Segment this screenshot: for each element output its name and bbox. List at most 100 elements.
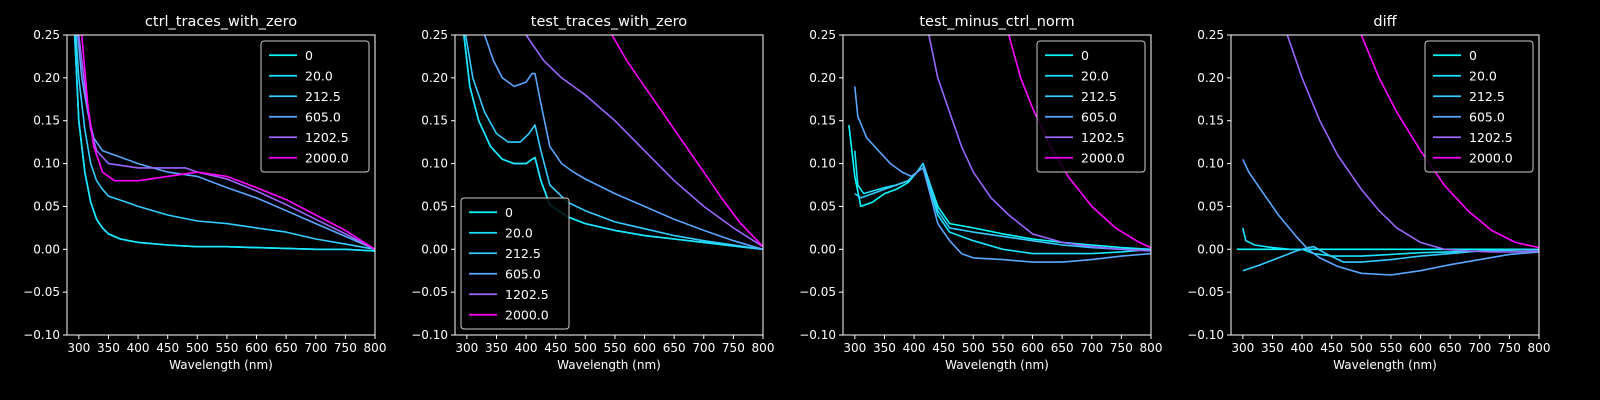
legend-label: 1202.5 (305, 130, 349, 145)
y-tick-label: 0.00 (809, 242, 836, 256)
x-tick-label: 750 (334, 341, 357, 355)
x-tick-label: 550 (215, 341, 238, 355)
axes-frame (454, 34, 764, 336)
y-tick-label: 0.20 (809, 71, 836, 85)
x-tick-label: 700 (1080, 341, 1103, 355)
x-tick-label: 700 (692, 341, 715, 355)
y-tick-label: 0.20 (1197, 71, 1224, 85)
y-tick-label: 0.20 (33, 71, 60, 85)
series-line-605.0 (483, 35, 763, 251)
x-tick-label: 400 (1291, 341, 1314, 355)
legend: 0 20.0 212.5 605.0 1202.5 2000.0 (1036, 40, 1146, 173)
legend-label: 212.5 (505, 246, 541, 261)
x-tick-label: 400 (903, 341, 926, 355)
x-tick-label: 750 (1110, 341, 1133, 355)
x-tick-label: 600 (1021, 341, 1044, 355)
x-tick-label: 300 (1231, 341, 1254, 355)
series-line-2000.0 (1360, 35, 1539, 249)
x-tick-label: 800 (1528, 341, 1551, 355)
x-tick-label: 500 (574, 341, 597, 355)
x-tick-label: 650 (275, 341, 298, 355)
series-line-212.5 (464, 35, 763, 251)
x-tick-label: 350 (1261, 341, 1284, 355)
y-tick-label: 0.10 (421, 157, 448, 171)
x-tick-label: 600 (633, 341, 656, 355)
legend-label: 605.0 (1469, 109, 1505, 124)
legend-label: 0 (505, 205, 513, 220)
legend-box (260, 40, 370, 173)
y-tick-label: 0.15 (421, 114, 448, 128)
chart-title: test_traces_with_zero (531, 14, 688, 30)
chart-title: diff (1373, 14, 1397, 30)
legend-label: 1202.5 (505, 287, 549, 302)
x-axis-label: Wavelength (nm) (169, 358, 273, 372)
y-tick-label: 0.05 (809, 199, 836, 213)
chart-title: ctrl_traces_with_zero (145, 14, 297, 30)
legend-label: 20.0 (1081, 68, 1109, 83)
x-tick-label: 550 (991, 341, 1014, 355)
legend-box (1424, 40, 1534, 173)
legend-label: 2000.0 (505, 307, 549, 322)
x-tick-label: 300 (67, 341, 90, 355)
legend: 0 20.0 212.5 605.0 1202.5 2000.0 (260, 40, 370, 173)
series-line-20.0 (73, 35, 375, 252)
axes-frame (842, 34, 1152, 336)
x-tick-label: 300 (455, 341, 478, 355)
x-tick-label: 650 (1051, 341, 1074, 355)
x-axis-label: Wavelength (nm) (557, 358, 661, 372)
x-axis-label: Wavelength (nm) (1333, 358, 1437, 372)
series-line-605.0 (854, 86, 1151, 263)
y-tick-label: 0.20 (421, 71, 448, 85)
series-line-605.0 (1242, 158, 1539, 276)
axes-frame (1230, 34, 1540, 336)
legend-label: 1202.5 (1469, 130, 1513, 145)
y-tick-label: −0.05 (799, 285, 836, 299)
series-line-20.0 (854, 150, 1151, 255)
y-tick-label: 0.05 (421, 199, 448, 213)
series-line-2000.0 (81, 35, 375, 250)
x-tick-label: 700 (304, 341, 327, 355)
legend-label: 2000.0 (305, 150, 349, 165)
series-line-2000.0 (611, 35, 763, 248)
y-tick-label: 0.25 (33, 28, 60, 42)
x-tick-label: 350 (97, 341, 120, 355)
y-tick-label: 0.00 (33, 242, 60, 256)
y-tick-label: 0.15 (1197, 114, 1224, 128)
series-line-1202.5 (525, 35, 763, 248)
y-tick-label: 0.00 (421, 242, 448, 256)
legend-box (1036, 40, 1146, 173)
y-tick-label: 0.15 (33, 114, 60, 128)
y-tick-label: 0.00 (1197, 242, 1224, 256)
y-tick-label: 0.10 (33, 157, 60, 171)
x-tick-label: 750 (722, 341, 745, 355)
series-group (463, 35, 763, 251)
series-line-212.5 (854, 162, 1151, 251)
legend-label: 20.0 (505, 225, 533, 240)
axes-frame (66, 34, 376, 336)
series-group (1236, 35, 1539, 276)
y-tick-label: 0.25 (809, 28, 836, 42)
x-tick-label: 800 (752, 341, 775, 355)
x-tick-label: 450 (544, 341, 567, 355)
legend-label: 212.5 (1469, 89, 1505, 104)
chart-panel-4: 300 350 400 450 500 550 600 650 700 750 800 −0.10 −0… (1187, 14, 1550, 372)
series-line-212.5 (75, 35, 375, 251)
x-tick-label: 650 (663, 341, 686, 355)
x-tick-label: 800 (364, 341, 387, 355)
chart-panel-1: 300 350 400 450 500 550 600 650 700 750 800 −0.10 −0… (23, 14, 386, 372)
y-tick-label: −0.05 (23, 285, 60, 299)
x-tick-label: 700 (1468, 341, 1491, 355)
y-tick-label: 0.15 (809, 114, 836, 128)
y-tick-label: −0.05 (411, 285, 448, 299)
series-group (73, 35, 375, 252)
x-tick-label: 500 (1350, 341, 1373, 355)
legend: 0 20.0 212.5 605.0 1202.5 2000.0 (460, 197, 570, 330)
series-line-212.5 (1242, 245, 1539, 272)
x-tick-label: 300 (843, 341, 866, 355)
legend-label: 212.5 (1081, 89, 1117, 104)
y-tick-label: −0.10 (411, 328, 448, 342)
chart-title: test_minus_ctrl_norm (919, 14, 1074, 30)
x-tick-label: 550 (1379, 341, 1402, 355)
x-tick-label: 800 (1140, 341, 1163, 355)
y-tick-label: 0.25 (1197, 28, 1224, 42)
